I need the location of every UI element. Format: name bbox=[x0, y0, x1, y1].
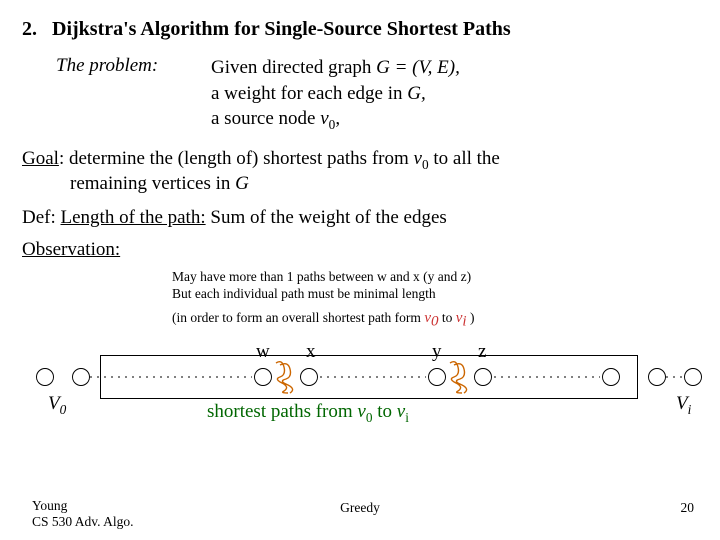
graph-node bbox=[254, 368, 272, 386]
graph-node bbox=[36, 368, 54, 386]
problem-line1-pre: Given directed graph bbox=[211, 57, 376, 78]
problem-line3-post: , bbox=[335, 108, 340, 129]
goal-label: Goal bbox=[22, 148, 59, 169]
goal-v: v bbox=[414, 148, 422, 169]
left-v: V bbox=[48, 393, 60, 414]
note-block: May have more than 1 paths between w and… bbox=[172, 269, 698, 331]
diagram-caption: shortest paths from v0 to vi bbox=[207, 401, 409, 426]
note-l3-pre: (in order to form an overall shortest pa… bbox=[172, 310, 424, 325]
problem-label: The problem: bbox=[56, 55, 211, 134]
caption-mid: to bbox=[373, 401, 397, 422]
ellipsis-line bbox=[90, 374, 252, 380]
goal-sub: 0 bbox=[422, 157, 429, 172]
problem-body: Given directed graph G = (V, E), a weigh… bbox=[211, 55, 460, 134]
caption-si: i bbox=[405, 410, 409, 425]
footer-topic: Greedy bbox=[0, 500, 720, 516]
node-label: w bbox=[256, 341, 270, 363]
note-line3: (in order to form an overall shortest pa… bbox=[172, 309, 698, 331]
ellipsis-line bbox=[494, 374, 600, 380]
section-heading: 2. Dijkstra's Algorithm for Single-Sourc… bbox=[22, 18, 698, 41]
ellipsis-line bbox=[666, 374, 682, 380]
caption-vi: v bbox=[397, 401, 405, 422]
diagram-right-label: Vi bbox=[676, 393, 691, 418]
diagram-left-label: V0 bbox=[48, 393, 66, 418]
goal-continuation: remaining vertices in G bbox=[70, 173, 698, 195]
section-title: Dijkstra's Algorithm for Single-Source S… bbox=[52, 18, 511, 40]
graph-node bbox=[428, 368, 446, 386]
graph-node bbox=[684, 368, 702, 386]
path-diagram: shortest paths from v0 to vi V0 Vi wxyz bbox=[22, 337, 698, 407]
problem-line1-eq: G = (V, E), bbox=[376, 57, 460, 78]
def-row: Def: Length of the path: Sum of the weig… bbox=[22, 207, 698, 229]
def-underline: Length of the path: bbox=[61, 207, 206, 228]
note-line1: May have more than 1 paths between w and… bbox=[172, 269, 698, 286]
problem-line3-v: v bbox=[320, 108, 328, 129]
footer-course: CS 530 Adv. Algo. bbox=[32, 514, 134, 530]
caption-pre: shortest paths from bbox=[207, 401, 357, 422]
footer-page-number: 20 bbox=[681, 500, 695, 516]
note-l3-v0: v bbox=[424, 310, 431, 326]
squiggle-icon bbox=[272, 359, 300, 395]
goal-cont-text: remaining vertices in bbox=[70, 173, 235, 194]
goal-text2: to all the bbox=[429, 148, 500, 169]
ellipsis-line bbox=[320, 374, 426, 380]
squiggle-icon bbox=[446, 359, 474, 395]
graph-node bbox=[602, 368, 620, 386]
note-l3-mid: to bbox=[438, 310, 455, 325]
problem-row: The problem: Given directed graph G = (V… bbox=[56, 55, 698, 134]
def-pre: Def: bbox=[22, 207, 61, 228]
note-line2: But each individual path must be minimal… bbox=[172, 286, 698, 303]
note-l3-post: ) bbox=[467, 310, 475, 325]
problem-line3-pre: a source node bbox=[211, 108, 320, 129]
node-label: x bbox=[306, 341, 316, 363]
right-v: V bbox=[676, 393, 688, 414]
goal-text1: : determine the (length of) shortest pat… bbox=[59, 148, 414, 169]
graph-node bbox=[72, 368, 90, 386]
right-sub: i bbox=[688, 402, 692, 417]
node-label: z bbox=[478, 341, 486, 363]
graph-node bbox=[474, 368, 492, 386]
left-sub: 0 bbox=[60, 402, 67, 417]
problem-line2-pre: a weight for each edge in bbox=[211, 83, 407, 104]
graph-node bbox=[648, 368, 666, 386]
caption-s0: 0 bbox=[366, 410, 373, 425]
node-label: y bbox=[432, 341, 442, 363]
caption-v0: v bbox=[357, 401, 365, 422]
graph-node bbox=[300, 368, 318, 386]
goal-row: Goal: determine the (length of) shortest… bbox=[22, 148, 698, 195]
def-post: Sum of the weight of the edges bbox=[206, 207, 447, 228]
section-number: 2. bbox=[22, 18, 37, 40]
goal-g: G bbox=[235, 173, 249, 194]
observation-label: Observation: bbox=[22, 239, 698, 261]
problem-line2-g: G, bbox=[407, 83, 425, 104]
